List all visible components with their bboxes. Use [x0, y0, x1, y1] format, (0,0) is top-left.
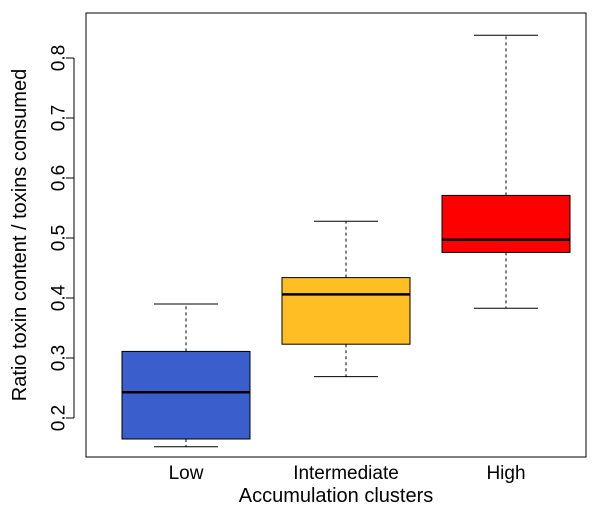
box-iqr	[441, 194, 571, 253]
y-tick-label: 0.3	[49, 345, 70, 371]
y-tick-label: 0.5	[49, 225, 70, 251]
box-iqr	[281, 277, 411, 345]
x-axis-labels: Low Intermediate High	[169, 463, 526, 484]
y-axis-title: Ratio toxin content / toxins consumed	[9, 69, 31, 401]
box-iqr	[121, 350, 251, 440]
plot-frame	[85, 12, 587, 458]
y-tick-label: 0.4	[49, 284, 70, 311]
x-tick-label: High	[486, 463, 525, 484]
y-axis: 0.2 0.3 0.4 0.5 0.6 0.7 0.8	[49, 45, 75, 431]
x-axis-title: Accumulation clusters	[239, 485, 434, 507]
box-low	[121, 303, 251, 448]
x-tick-label: Low	[169, 463, 204, 484]
box-series	[121, 34, 571, 448]
y-tick-label: 0.2	[49, 405, 70, 431]
x-tick-label: Intermediate	[293, 463, 399, 484]
y-tick-label: 0.8	[49, 45, 70, 71]
y-tick-label: 0.7	[49, 105, 70, 131]
box-high	[441, 34, 571, 309]
box-intermediate	[281, 220, 411, 378]
y-tick-label: 0.6	[49, 165, 70, 191]
